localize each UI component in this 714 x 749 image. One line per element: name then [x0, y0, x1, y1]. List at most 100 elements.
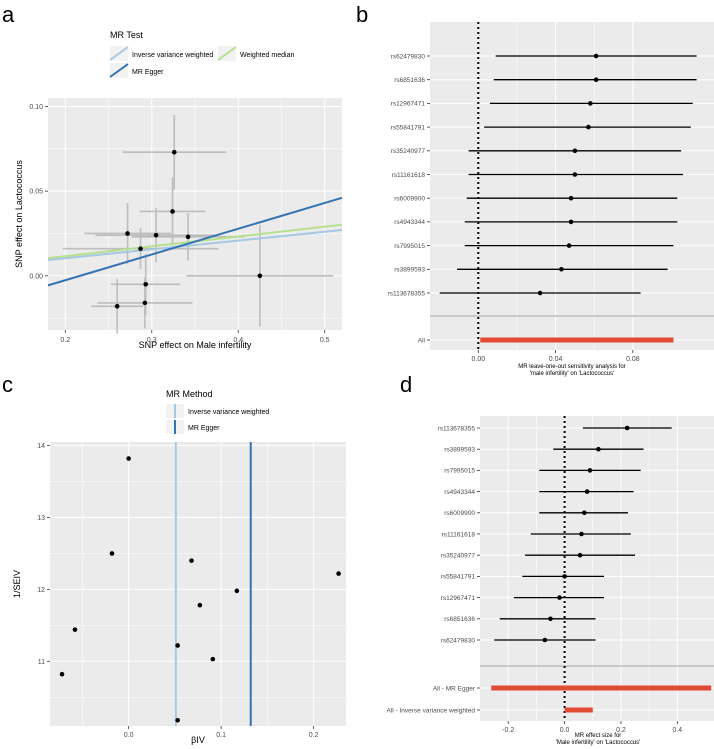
- row-label: rs4943344: [394, 219, 425, 226]
- estimate-point: [542, 637, 548, 643]
- estimate-point: [568, 195, 574, 201]
- estimate-point: [559, 267, 564, 272]
- panel-c-letter: c: [2, 372, 13, 397]
- panel-b-letter: b: [356, 2, 368, 27]
- row-label: rs55841791: [391, 124, 426, 131]
- row-label: All - MR Egger: [433, 685, 476, 692]
- row-label: rs6009900: [444, 510, 475, 517]
- estimate-point: [584, 489, 590, 494]
- panel-c-legend-ivw: Inverse variance weighted: [188, 409, 269, 416]
- panel-c-points: [59, 456, 341, 723]
- x-tick-label: 0.5: [320, 337, 330, 344]
- row-label: rs4943344: [444, 489, 475, 496]
- data-point: [109, 551, 115, 556]
- panel-c-plot-bg: [50, 442, 346, 726]
- panel-d-rows: [491, 425, 712, 713]
- panel-a-grid: [21, 98, 342, 330]
- y-tick-label: 13: [37, 515, 45, 522]
- estimate-point: [572, 148, 578, 154]
- x-tick-label: 0.2: [309, 732, 319, 739]
- panel-a-xlabel: SNP effect on Male infertility: [139, 340, 252, 350]
- panel-d-xlabel-line2: 'Male infertility' on 'Lactococcus': [556, 740, 641, 746]
- y-tick-label: 0.00: [29, 273, 43, 280]
- data-point: [126, 456, 131, 461]
- data-point: [153, 232, 159, 238]
- row-label: rs113678355: [438, 425, 476, 432]
- panel-c-y-ticks: 11 12 13 14: [37, 443, 50, 666]
- data-point: [197, 602, 203, 608]
- row-label: rs55841791: [441, 574, 476, 581]
- row-label: rs113678355: [388, 290, 426, 297]
- y-tick-label: 11: [38, 659, 45, 666]
- y-tick-label: 0.05: [29, 189, 43, 196]
- row-label: rs7995015: [394, 243, 425, 250]
- x-tick-label: 0.08: [626, 356, 640, 363]
- x-tick-label: 0.0: [124, 732, 134, 739]
- row-label: rs3899593: [394, 267, 425, 274]
- row-label: All: [418, 337, 426, 344]
- panel-d-row-labels: rs113678355 rs3899593 rs7995015 rs4943344 rs…: [386, 425, 480, 714]
- data-point: [138, 246, 143, 252]
- x-tick-label: 0.04: [549, 356, 563, 363]
- fit-line-inverse-variance-weighted: [47, 229, 343, 261]
- panel-a-letter: a: [2, 2, 15, 27]
- row-label: rs6851636: [444, 616, 475, 623]
- panel-b-x-ticks: 0.00 0.04 0.08: [471, 350, 640, 363]
- panel-d-xlabel-line1: MR effect size for: [575, 733, 622, 739]
- panel-b-row-labels: rs62479830 rs6851636 rs12967471 rs55841791 r…: [388, 53, 430, 344]
- summary-estimate: [600, 686, 604, 690]
- x-tick-label: 0.3: [147, 337, 157, 344]
- panel-a-legend-title: MR Test: [110, 30, 143, 40]
- estimate-point: [593, 53, 599, 59]
- data-point: [234, 588, 240, 594]
- panel-c-legend-title: MR Method: [166, 389, 213, 399]
- data-point: [185, 234, 191, 240]
- x-tick-label: 0.1: [216, 732, 226, 739]
- estimate-point: [577, 552, 583, 558]
- row-label: rs11161618: [392, 172, 426, 179]
- summary-estimate: [577, 708, 581, 712]
- panel-d-plot-bg: [480, 416, 714, 721]
- panel-d: -0.2 0.0 0.2 0.4 rs113678355 rs3899593 rs7995…: [386, 416, 714, 746]
- panel-d-letter: d: [400, 372, 412, 397]
- estimate-point: [557, 595, 562, 600]
- panel-a-fit-lines: [47, 196, 343, 287]
- data-point: [59, 671, 65, 677]
- x-tick-label: 0.0: [560, 727, 570, 734]
- estimate-point: [586, 124, 591, 130]
- data-point: [175, 643, 180, 648]
- estimate-point: [593, 77, 599, 82]
- x-tick-label: 0.00: [471, 356, 485, 363]
- estimate-point: [572, 172, 578, 177]
- data-point: [257, 273, 263, 279]
- row-label: rs12967471: [391, 101, 426, 108]
- data-point: [114, 303, 120, 309]
- data-point: [175, 717, 180, 723]
- data-point: [72, 627, 78, 632]
- row-label: rs6009900: [394, 196, 425, 203]
- y-tick-label: 0.10: [29, 104, 43, 111]
- panel-a-legend-wm: Weighted median: [240, 52, 294, 59]
- panel-a-y-ticks: 0.00 0.05 0.10: [29, 104, 48, 280]
- panel-d-grid: [480, 416, 714, 721]
- panel-c-legend-egger: MR Egger: [188, 425, 220, 432]
- data-point: [142, 300, 148, 306]
- row-label: rs11161618: [442, 531, 476, 538]
- x-tick-label: 0.4: [672, 727, 682, 734]
- panel-a-legend-egger: MR Egger: [132, 69, 164, 76]
- panel-b-rows: [439, 53, 697, 343]
- estimate-point: [596, 446, 601, 452]
- row-label: rs35240977: [391, 148, 426, 155]
- data-point: [170, 209, 175, 214]
- estimate-point: [537, 290, 543, 296]
- row-label: rs3899593: [444, 447, 475, 454]
- legend-key-ivw: [109, 46, 129, 61]
- data-point: [189, 558, 194, 563]
- panel-b-plot-bg: [430, 22, 714, 350]
- data-point: [171, 149, 177, 155]
- data-point: [336, 571, 341, 576]
- panel-d-x-ticks: -0.2 0.0 0.2 0.4: [502, 721, 682, 734]
- row-label: rs62479830: [441, 637, 476, 644]
- panel-a-x-ticks: 0.2 0.3 0.4 0.5: [60, 330, 330, 344]
- estimate-point: [582, 510, 587, 516]
